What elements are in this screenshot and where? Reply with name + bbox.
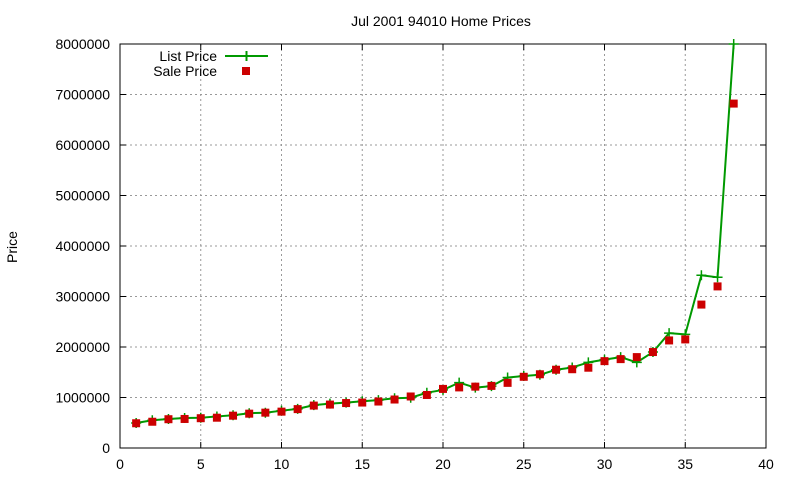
y-tick-label: 1000000 [55,390,110,406]
sale-price-point [261,408,270,417]
list-price-point [712,272,723,283]
sale-price-point [648,348,657,357]
x-tick-label: 20 [435,456,451,472]
y-tick-label: 3000000 [55,289,110,305]
x-tick-label: 35 [677,456,693,472]
chart-title: Jul 2001 94010 Home Prices [351,13,531,29]
sale-price-point [148,417,157,426]
y-axis-label: Price [4,231,20,263]
x-tick-label: 25 [516,456,532,472]
y-tick-label: 5000000 [55,188,110,204]
sale-price-point [358,398,367,407]
sale-price-point [681,335,690,344]
x-tick-label: 30 [597,456,613,472]
sale-price-point [293,405,302,414]
sale-price-point [600,357,609,366]
sale-price-point [584,363,593,372]
sale-price-point [616,355,625,364]
sale-price-point [519,372,528,381]
list-price-point [696,270,707,281]
y-tick-label: 2000000 [55,339,110,355]
sale-price-point [455,383,464,392]
sale-price-point [503,378,512,387]
sale-price-point [697,300,706,309]
x-tick-label: 0 [116,456,124,472]
sale-price-point [309,401,318,410]
x-tick-label: 5 [197,456,205,472]
axis-ticks: 0 5 10 15 20 25 30 35 40 0 1000000 2000000 3000000 40… [55,36,774,472]
list-price-point [728,39,739,49]
legend-swatch-sale-price-marker [242,67,250,75]
sale-price-point [406,392,415,401]
sale-price-point [471,382,480,391]
y-tick-label: 8000000 [55,36,110,52]
y-tick-label: 0 [102,440,110,456]
y-tick-label: 6000000 [55,137,110,153]
sale-price-point [729,99,738,108]
sale-price-point [325,400,334,409]
sale-price-point [439,384,447,393]
x-tick-label: 40 [758,456,774,472]
sale-price-point [374,397,383,406]
legend: List Price Sale Price [153,48,268,79]
sale-price-point [390,395,399,404]
y-tick-label: 7000000 [55,87,110,103]
legend-label-sale-price: Sale Price [153,63,217,79]
sale-price-point [180,414,189,423]
x-tick-label: 10 [274,456,290,472]
sale-price-point [342,399,351,408]
sale-price-point [535,370,544,379]
legend-swatch-list-price-marker [241,51,252,61]
sale-price-point [487,381,496,390]
sale-price-point [277,407,286,416]
series-layer [131,39,739,429]
sale-price-point [713,282,722,291]
sale-price-point [568,365,577,374]
sale-price-point [132,419,141,428]
legend-label-list-price: List Price [159,48,217,64]
sale-price-point [665,336,674,345]
sale-price-point [632,353,641,362]
sale-price-point [196,414,205,423]
sale-price-point [212,413,221,422]
sale-price-point [245,409,254,418]
sale-price-point [164,415,173,424]
y-tick-label: 4000000 [55,238,110,254]
sale-price-point [422,390,431,399]
sale-price-point [552,365,561,374]
sale-price-point [229,411,238,420]
x-tick-label: 15 [354,456,370,472]
